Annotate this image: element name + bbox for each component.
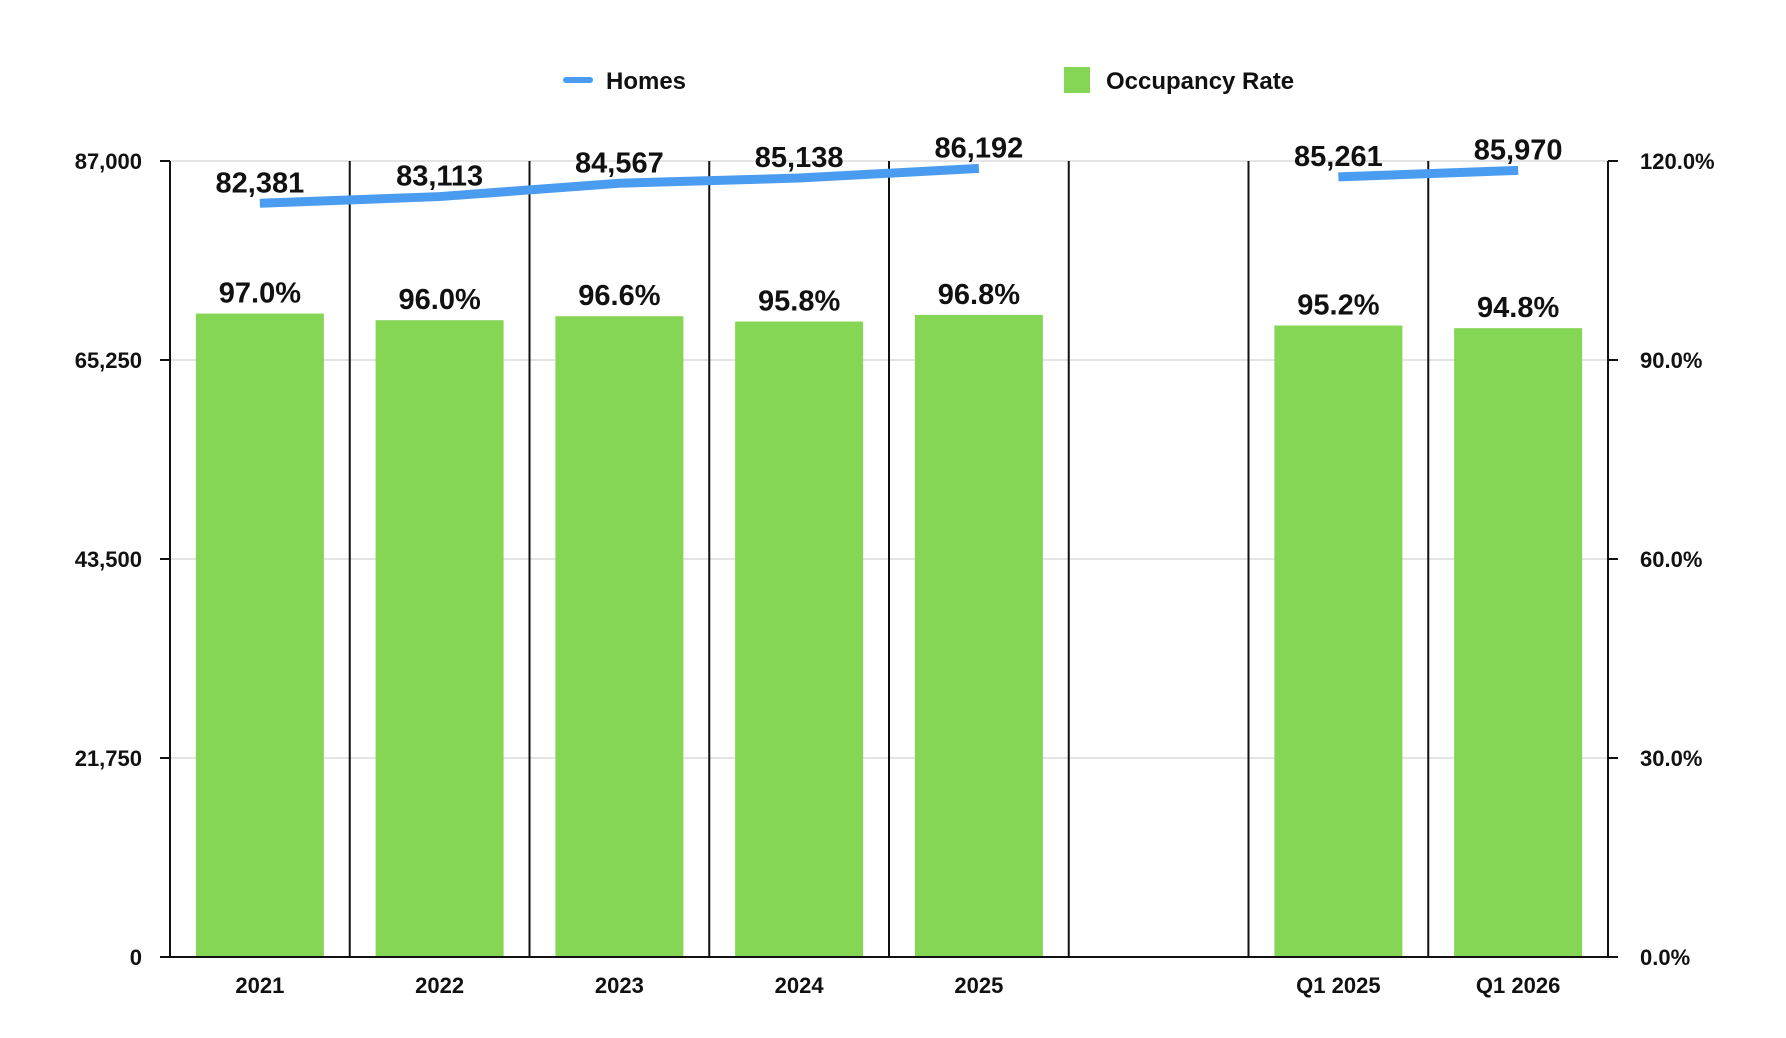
right-tick-label-4: 120.0%	[1640, 149, 1715, 174]
homes-line-segment-0	[259, 163, 980, 208]
occupancy-bar-6	[1274, 325, 1403, 957]
left-tick-label-1: 21,750	[75, 746, 142, 771]
homes-label-6: 85,261	[1294, 141, 1383, 173]
left-tick-label-4: 87,000	[75, 149, 142, 174]
left-tick-label-0: 0	[130, 945, 142, 970]
occupancy-bar-2	[555, 316, 684, 958]
homes-line-segment-1	[1338, 165, 1519, 182]
homes-label-0: 82,381	[216, 167, 305, 199]
occupancy-label-1: 96.0%	[399, 284, 481, 316]
data-labels: 82,381 83,113 84,567 85,138 86,192 85,261 85,9…	[216, 132, 1563, 324]
x-tick-label-0: 2021	[235, 973, 284, 998]
occupancy-bars	[195, 313, 1583, 958]
homes-label-7: 85,970	[1474, 134, 1563, 166]
homes-line	[259, 163, 1519, 208]
occupancy-bar-7	[1454, 328, 1583, 957]
x-tick-label-2: 2023	[595, 973, 644, 998]
legend-homes-label: Homes	[606, 68, 686, 95]
legend-occupancy-swatch	[1064, 67, 1090, 93]
x-tick-label-7: Q1 2026	[1476, 973, 1560, 998]
homes-label-3: 85,138	[755, 142, 844, 174]
homes-label-4: 86,192	[935, 132, 1024, 164]
x-tick-label-6: Q1 2025	[1296, 973, 1380, 998]
occupancy-bar-3	[735, 321, 864, 957]
x-tick-label-3: 2024	[775, 973, 825, 998]
left-tick-label-2: 43,500	[75, 547, 142, 572]
right-tick-label-2: 60.0%	[1640, 547, 1702, 572]
right-tick-label-3: 90.0%	[1640, 348, 1702, 373]
x-tick-label-4: 2025	[954, 973, 1003, 998]
axes: 0 21,750 43,500 65,250 87,000 0.0% 30.0% 60.0% 9…	[75, 149, 1715, 998]
occupancy-label-2: 96.6%	[578, 280, 660, 312]
occupancy-bar-4	[914, 314, 1043, 958]
homes-label-1: 83,113	[396, 161, 483, 193]
legend: Homes Occupancy Rate	[563, 67, 1294, 95]
left-tick-label-3: 65,250	[75, 348, 142, 373]
occupancy-label-6: 95.2%	[1297, 290, 1379, 322]
occupancy-label-3: 95.8%	[758, 286, 840, 318]
right-tick-label-0: 0.0%	[1640, 945, 1690, 970]
right-tick-label-1: 30.0%	[1640, 746, 1702, 771]
legend-occupancy-label: Occupancy Rate	[1106, 68, 1294, 95]
x-tick-label-1: 2022	[415, 973, 464, 998]
category-dividers	[348, 161, 1430, 957]
occupancy-bar-0	[195, 313, 324, 958]
occupancy-label-4: 96.8%	[938, 279, 1020, 311]
homes-label-2: 84,567	[575, 147, 664, 179]
occupancy-label-7: 94.8%	[1477, 292, 1559, 324]
occupancy-label-0: 97.0%	[219, 278, 301, 310]
occupancy-bar-1	[375, 320, 504, 957]
